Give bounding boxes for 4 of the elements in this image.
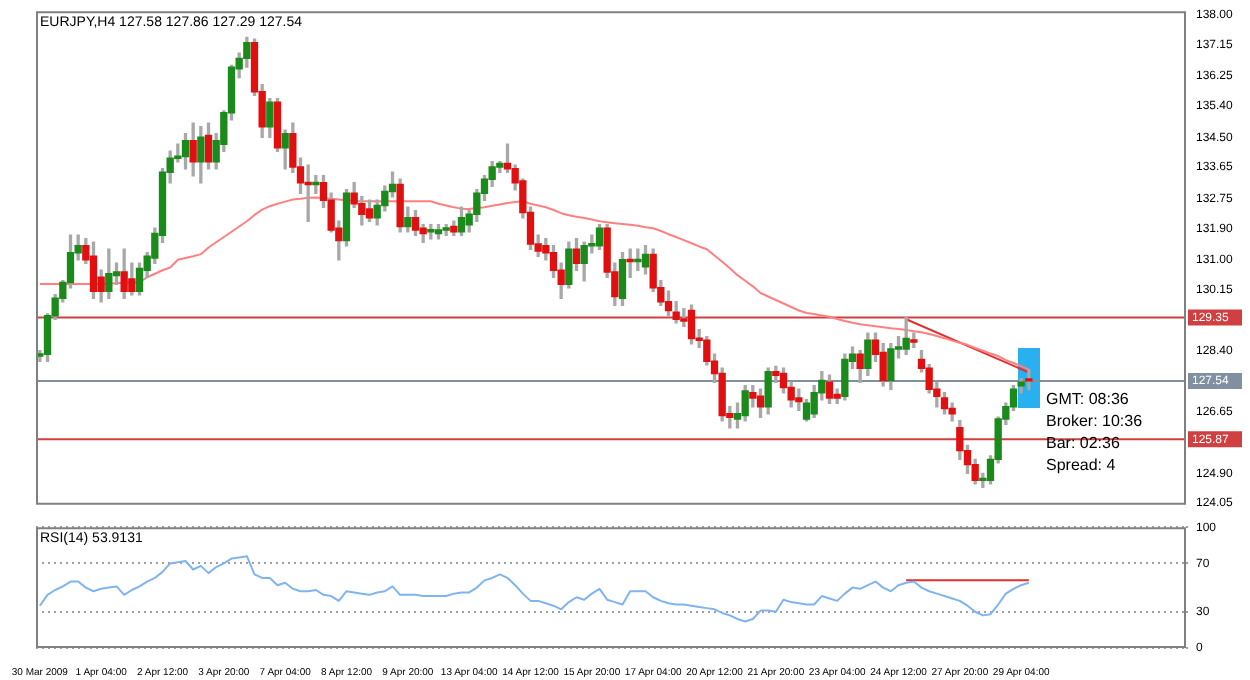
text: Bar: 02:36 bbox=[1046, 434, 1120, 453]
text: Spread: 4 bbox=[1046, 456, 1116, 475]
text: GMT: 08:36 bbox=[1046, 390, 1129, 409]
text: Broker: 10:36 bbox=[1046, 412, 1143, 431]
